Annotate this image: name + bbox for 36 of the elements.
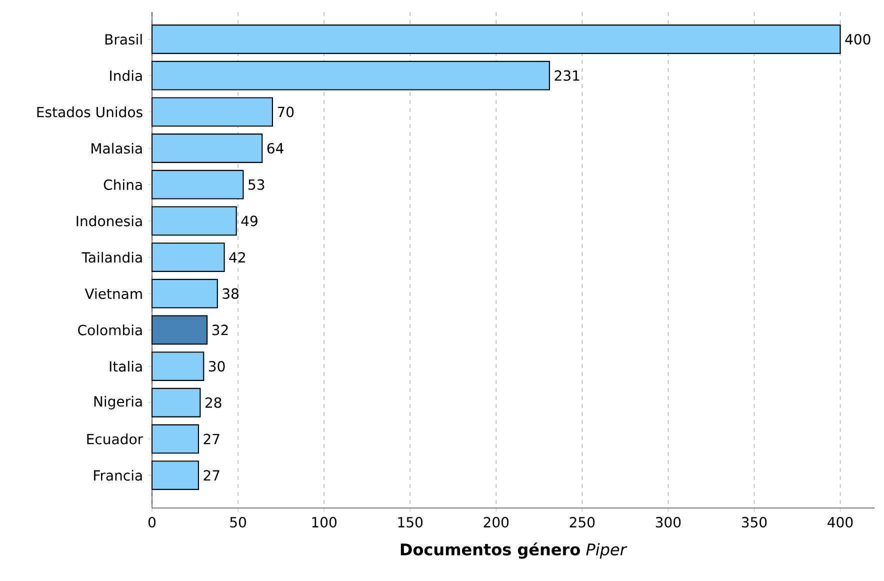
x-tick-label: 350: [742, 516, 767, 528]
x-tick-label: 300: [656, 516, 681, 528]
x-axis-title: Documentos género Piper: [400, 542, 628, 559]
y-tick-label: Nigeria: [94, 396, 142, 410]
y-tick-label: Italia: [110, 360, 142, 372]
y-tick-label: Malasia: [92, 142, 142, 154]
y-tick-label: Ecuador: [87, 434, 144, 444]
data-label: 400: [845, 34, 870, 45]
y-tick-label: Brasil: [105, 34, 142, 45]
data-label: 27: [204, 470, 220, 480]
y-tick-label: Francia: [94, 470, 142, 481]
data-label: 42: [229, 252, 245, 262]
data-label: 70: [278, 106, 294, 118]
data-label: 30: [208, 360, 225, 372]
x-tick-label: 50: [230, 516, 246, 528]
y-tick-label: China: [104, 179, 142, 190]
data-label: 38: [222, 288, 239, 299]
data-label: 27: [204, 434, 220, 444]
y-tick-label: Tailandia: [82, 252, 142, 263]
x-tick-label: 250: [570, 516, 595, 528]
data-label: 53: [248, 179, 264, 190]
y-tick-label: India: [110, 70, 142, 81]
y-tick-label: Colombia: [78, 324, 142, 336]
x-tick-label: 150: [398, 516, 423, 528]
x-tick-label: 400: [828, 516, 853, 528]
data-label: 49: [241, 216, 258, 226]
data-label: 28: [205, 397, 222, 408]
y-tick-label: Indonesia: [76, 216, 142, 226]
x-tick-label: 100: [312, 516, 336, 528]
y-tick-label: Vietnam: [84, 288, 142, 300]
x-tick-label: 200: [484, 516, 509, 528]
data-label: 64: [267, 142, 284, 154]
data-label: 231: [554, 70, 580, 81]
data-label: 32: [212, 324, 228, 336]
x-tick-label: 0: [148, 516, 156, 528]
y-tick-label: Estados Unidos: [37, 106, 142, 118]
